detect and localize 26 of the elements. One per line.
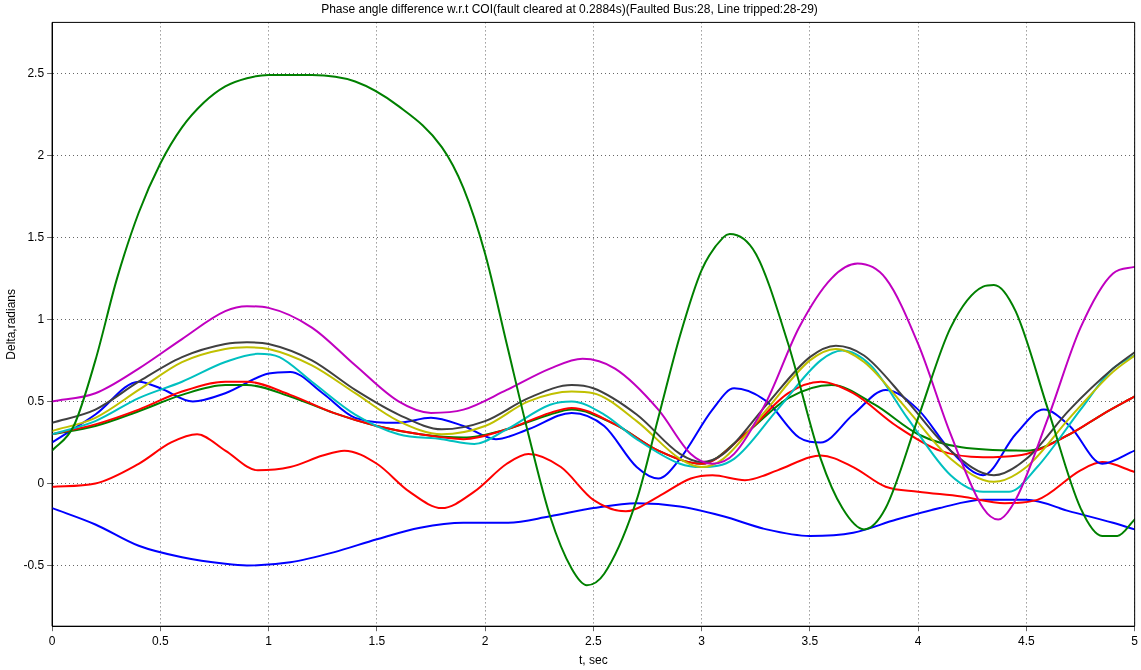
- y-axis-title: Delta,radians: [3, 288, 18, 360]
- line-series: [52, 370, 1135, 480]
- line-series: [52, 433, 1135, 513]
- y-tick-label: 1: [37, 311, 45, 326]
- x-tick-label: 4.5: [1018, 633, 1036, 648]
- x-tick-label: 4: [914, 633, 922, 648]
- y-tick-label: 0: [37, 475, 45, 490]
- x-tick-label: 5: [1131, 633, 1139, 648]
- x-axis-title: t, sec: [579, 653, 608, 668]
- x-tick-label: 2: [481, 633, 489, 648]
- x-tick-label: 3.5: [801, 633, 819, 648]
- x-tick-label: 2.5: [585, 633, 603, 648]
- chart-title: Phase angle difference w.r.t COI(fault cleared at 0.2884s)(Faulted Bus:28, Line tripped:28-29): [321, 1, 818, 16]
- x-tick-label: 1: [265, 633, 273, 648]
- y-tick-label: 2: [37, 147, 45, 162]
- y-tick-label: 2.5: [27, 65, 45, 80]
- x-tick-label: 0.5: [151, 633, 169, 648]
- x-tick-label: 0: [48, 633, 56, 648]
- y-tick-label: -0.5: [23, 557, 45, 572]
- line-series: [52, 73, 1135, 587]
- line-series: [52, 498, 1135, 567]
- y-tick-label: 1.5: [27, 229, 45, 244]
- y-tick-label: 0.5: [27, 393, 45, 408]
- line-series: [52, 262, 1135, 521]
- x-tick-label: 1.5: [368, 633, 386, 648]
- x-tick-label: 3: [698, 633, 706, 648]
